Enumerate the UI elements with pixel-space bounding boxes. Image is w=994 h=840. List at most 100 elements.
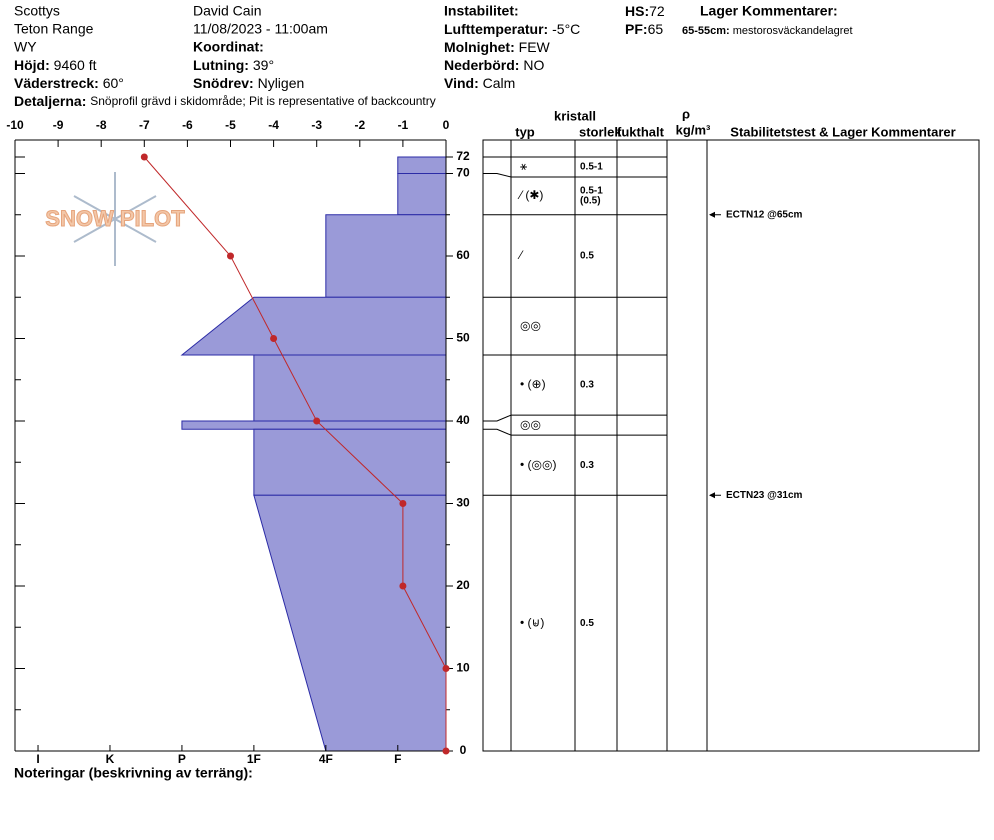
field-value: FEW bbox=[519, 39, 551, 55]
y-tick-label: 70 bbox=[456, 166, 470, 180]
temperature-point bbox=[270, 335, 278, 342]
crystal-size: 0.5 bbox=[580, 251, 594, 262]
crystal-type: ◎◎ bbox=[520, 318, 541, 332]
y-tick-label: 20 bbox=[456, 578, 470, 592]
field-label: Molnighet: bbox=[444, 39, 515, 55]
field-value: 60° bbox=[103, 75, 124, 91]
column-header: ρ bbox=[682, 106, 690, 121]
field-value: 72 bbox=[649, 3, 665, 19]
crystal-type: ⁄ bbox=[517, 248, 524, 262]
observer: David Cain bbox=[193, 3, 261, 19]
x-tick-label: -8 bbox=[96, 118, 107, 132]
field: Nederbörd: NO bbox=[444, 57, 544, 73]
field-label: Lager Kommentarer: bbox=[700, 3, 838, 19]
field-label: Höjd: bbox=[14, 57, 50, 73]
location: Scottys bbox=[14, 3, 60, 19]
crystal-size: 0.3 bbox=[580, 380, 594, 391]
temperature-point bbox=[399, 582, 407, 590]
field: Molnighet: FEW bbox=[444, 39, 551, 55]
comment-range: 65-55cm: bbox=[682, 25, 730, 37]
layer-boundary bbox=[483, 428, 667, 436]
crystal-type: ⚹ bbox=[520, 159, 527, 173]
x-tick-label: -4 bbox=[268, 118, 279, 132]
logo-text: SNOW PILOT bbox=[45, 206, 185, 231]
test-arrowhead bbox=[709, 492, 715, 499]
field-value: 39° bbox=[253, 57, 274, 73]
location: WY bbox=[14, 39, 37, 55]
layer-boundary bbox=[483, 173, 667, 178]
field-label: Detaljerna: bbox=[14, 93, 86, 109]
x-tick-label: 0 bbox=[443, 118, 450, 132]
field: PF:65 bbox=[625, 21, 663, 37]
field-label: Väderstreck: bbox=[14, 75, 99, 91]
hardness-label: 1F bbox=[247, 752, 261, 766]
x-tick-label: -6 bbox=[182, 118, 193, 132]
field-value: -5°C bbox=[552, 21, 580, 37]
temperature-point bbox=[140, 153, 148, 161]
logo bbox=[73, 172, 157, 266]
test-label: ECTN23 @31cm bbox=[726, 490, 803, 501]
temperature-point bbox=[442, 665, 450, 672]
hardness-label: 4F bbox=[319, 752, 333, 766]
crystal-type: ⁄ (✱) bbox=[517, 188, 543, 202]
hardness-layer bbox=[253, 428, 447, 496]
field: Lufttemperatur: -5°C bbox=[444, 21, 580, 37]
field: Vind: Calm bbox=[444, 75, 515, 91]
hardness-label: K bbox=[106, 752, 115, 766]
temperature-point bbox=[399, 500, 407, 507]
field-label: Lutning: bbox=[193, 57, 249, 73]
column-header: kristall bbox=[554, 108, 596, 123]
column-header: typ bbox=[515, 124, 535, 139]
crystal-size: 0.5-1 bbox=[580, 186, 603, 197]
field: Snödrev: Nyligen bbox=[193, 75, 304, 91]
field-label: Nederbörd: bbox=[444, 57, 519, 73]
hardness-layer bbox=[253, 354, 447, 422]
x-tick-label: -9 bbox=[53, 118, 64, 132]
crystal-type: • (⊌) bbox=[520, 615, 544, 629]
y-tick-label: 50 bbox=[456, 331, 470, 345]
layer-comment: 65-55cm: mestorosväckandelagret bbox=[682, 25, 853, 37]
field-value: 65 bbox=[648, 21, 664, 37]
hardness-layer bbox=[325, 214, 447, 298]
temperature-point bbox=[442, 747, 450, 755]
temperature-point bbox=[313, 417, 321, 425]
field-label: Lufttemperatur: bbox=[444, 21, 548, 37]
logo-flake bbox=[73, 195, 157, 243]
crystal-type: • (⊕) bbox=[520, 377, 546, 391]
x-tick-label: -7 bbox=[139, 118, 150, 132]
field: Höjd: 9460 ft bbox=[14, 57, 97, 73]
field-label: Instabilitet: bbox=[444, 3, 519, 19]
x-tick-label: -2 bbox=[354, 118, 365, 132]
field: Väderstreck: 60° bbox=[14, 75, 124, 91]
field: Lutning: 39° bbox=[193, 57, 274, 73]
crystal-size: 0.5-1 bbox=[580, 162, 603, 173]
field-label: Koordinat: bbox=[193, 39, 264, 55]
field-value: Calm bbox=[483, 75, 516, 91]
y-tick-label: 72 bbox=[456, 149, 470, 163]
layer-table bbox=[482, 139, 980, 752]
crystal-type: • (◎◎) bbox=[520, 457, 556, 471]
hardness-layer bbox=[397, 173, 447, 216]
field-label: Vind: bbox=[444, 75, 479, 91]
field-value: 9460 ft bbox=[54, 57, 97, 73]
field-value: NO bbox=[523, 57, 544, 73]
notes-label: Noteringar (beskrivning av terräng): bbox=[14, 765, 253, 781]
layer-boundary bbox=[483, 414, 667, 422]
field: HS:72 bbox=[625, 3, 665, 19]
y-tick-label: 0 bbox=[460, 743, 467, 757]
column-header: Stabilitetstest & Lager Kommentarer bbox=[730, 124, 955, 139]
column-header: fukthalt bbox=[617, 124, 665, 139]
field-value: Nyligen bbox=[258, 75, 305, 91]
y-tick-label: 40 bbox=[456, 413, 470, 427]
y-tick-label: 10 bbox=[456, 661, 470, 675]
hardness-layer bbox=[253, 494, 447, 752]
hardness-layer bbox=[397, 156, 447, 174]
x-tick-label: -3 bbox=[311, 118, 322, 132]
field: Detaljerna: Snöprofil grävd i skidområde… bbox=[14, 93, 436, 109]
location: Teton Range bbox=[14, 21, 94, 37]
hardness-label: I bbox=[36, 752, 39, 766]
datetime: 11/08/2023 - 11:00am bbox=[193, 21, 328, 37]
field-label: HS: bbox=[625, 3, 649, 19]
x-tick-label: -1 bbox=[398, 118, 409, 132]
